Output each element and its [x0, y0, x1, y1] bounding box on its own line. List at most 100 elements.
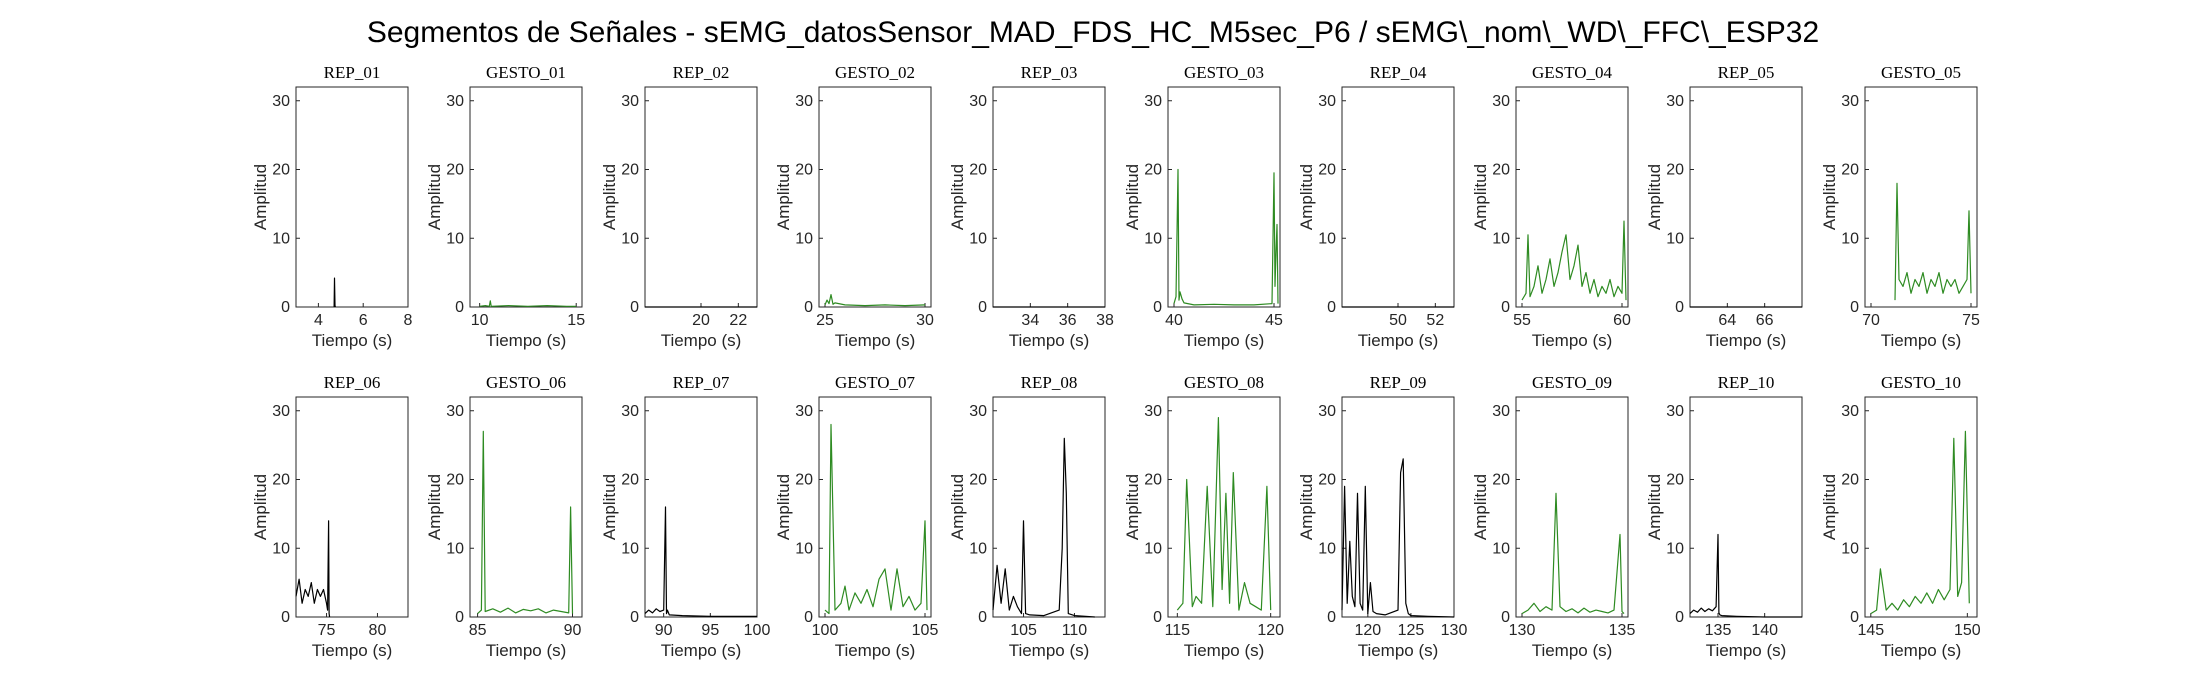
subplot-rep_01: REP_01 0 10 20 30 4 6 8 Tiempo (s) Amplitud [251, 63, 413, 350]
x-tick-label: 90 [564, 622, 582, 639]
y-tick-label: 0 [978, 299, 987, 316]
x-axis-label: Tiempo (s) [1706, 641, 1787, 660]
plot-area [1515, 396, 1629, 618]
y-tick-label: 20 [1318, 162, 1336, 179]
signal-line [1521, 220, 1627, 301]
y-axis-label: Amplitud [948, 164, 967, 230]
plot-area [1689, 86, 1803, 308]
y-tick-label: 10 [272, 230, 290, 247]
x-tick-label: 30 [916, 312, 934, 329]
subplot-title: GESTO_07 [835, 373, 915, 392]
x-tick-label: 50 [1389, 312, 1407, 329]
y-tick-label: 0 [281, 299, 290, 316]
subplot-gesto_10: GESTO_10 0 10 20 30 145 150 Tiempo (s) Amplitud [1820, 373, 1981, 660]
x-tick-label: 55 [1513, 312, 1531, 329]
y-tick-label: 0 [1850, 609, 1859, 626]
y-axis-label: Amplitud [1123, 474, 1142, 540]
y-tick-label: 20 [446, 472, 464, 489]
plot-area [818, 396, 932, 618]
subplot-title: REP_07 [673, 373, 730, 392]
plot-area [644, 86, 758, 308]
y-tick-label: 0 [978, 609, 987, 626]
plot-area [295, 396, 409, 618]
y-tick-label: 20 [1666, 472, 1684, 489]
y-tick-label: 10 [446, 230, 464, 247]
subplot-gesto_06: GESTO_06 0 10 20 30 85 90 Tiempo (s) Amplitud [425, 373, 583, 660]
x-axis-label: Tiempo (s) [1532, 331, 1613, 350]
x-axis-label: Tiempo (s) [1009, 641, 1090, 660]
x-tick-label: 145 [1857, 622, 1884, 639]
y-tick-label: 30 [969, 93, 987, 110]
y-tick-label: 30 [621, 403, 639, 420]
y-tick-label: 0 [630, 299, 639, 316]
y-tick-label: 10 [1666, 540, 1684, 557]
y-tick-label: 20 [795, 162, 813, 179]
y-axis-label: Amplitud [1471, 474, 1490, 540]
y-tick-label: 20 [1492, 162, 1510, 179]
plot-area [992, 396, 1106, 618]
x-tick-label: 4 [314, 312, 323, 329]
y-axis-label: Amplitud [1297, 474, 1316, 540]
signal-line [479, 300, 577, 307]
y-axis-label: Amplitud [1297, 164, 1316, 230]
y-tick-label: 10 [621, 230, 639, 247]
y-axis-label: Amplitud [425, 474, 444, 540]
plot-area [469, 396, 583, 618]
x-tick-label: 115 [1165, 622, 1191, 639]
x-tick-label: 70 [1862, 312, 1880, 329]
signal-line [824, 294, 926, 307]
signal-line [824, 423, 928, 615]
signal-line [1870, 430, 1970, 615]
subplot-title: GESTO_03 [1184, 63, 1264, 82]
x-tick-label: 125 [1398, 622, 1425, 639]
y-axis-label: Amplitud [948, 474, 967, 540]
subplot-title: REP_03 [1021, 63, 1078, 82]
subplot-title: REP_06 [324, 373, 381, 392]
x-axis-label: Tiempo (s) [1358, 331, 1439, 350]
x-tick-label: 135 [1705, 622, 1732, 639]
subplot-gesto_08: GESTO_08 0 10 20 30 115 120 Tiempo (s) Amplitud [1123, 373, 1284, 660]
subplot-title: REP_02 [673, 63, 730, 82]
y-tick-label: 30 [795, 93, 813, 110]
y-tick-label: 0 [1327, 299, 1336, 316]
y-tick-label: 10 [969, 540, 987, 557]
y-tick-label: 0 [455, 299, 464, 316]
signal-line [477, 430, 574, 615]
x-axis-label: Tiempo (s) [1358, 641, 1439, 660]
subplot-rep_05: REP_05 0 10 20 30 64 66 Tiempo (s) Amplitud [1645, 63, 1803, 350]
signal-line [1689, 533, 1802, 618]
y-axis-label: Amplitud [251, 164, 270, 230]
y-tick-label: 10 [1144, 540, 1162, 557]
plot-area [1167, 396, 1281, 618]
subplot-rep_10: REP_10 0 10 20 30 135 140 Tiempo (s) Amplitud [1645, 373, 1803, 660]
x-axis-label: Tiempo (s) [312, 641, 393, 660]
x-tick-label: 100 [812, 622, 839, 639]
x-axis-label: Tiempo (s) [1706, 331, 1787, 350]
y-axis-label: Amplitud [1471, 164, 1490, 230]
x-axis-label: Tiempo (s) [1881, 641, 1962, 660]
x-tick-label: 150 [1954, 622, 1981, 639]
y-axis-label: Amplitud [774, 164, 793, 230]
plot-area [1341, 86, 1455, 308]
y-tick-label: 20 [621, 162, 639, 179]
subplot-title: REP_04 [1370, 63, 1427, 82]
y-tick-label: 10 [795, 230, 813, 247]
x-tick-label: 15 [567, 312, 585, 329]
x-axis-label: Tiempo (s) [1881, 331, 1962, 350]
x-axis-label: Tiempo (s) [1009, 331, 1090, 350]
plot-area [1864, 396, 1978, 618]
signal-line [295, 520, 331, 618]
y-tick-label: 10 [969, 230, 987, 247]
y-tick-label: 0 [630, 609, 639, 626]
x-tick-label: 36 [1059, 312, 1077, 329]
signal-line [1341, 458, 1455, 618]
subplot-gesto_07: GESTO_07 0 10 20 30 100 105 Tiempo (s) Amplitud [774, 373, 938, 660]
y-tick-label: 20 [621, 472, 639, 489]
x-tick-label: 120 [1354, 622, 1381, 639]
y-tick-label: 30 [446, 93, 464, 110]
